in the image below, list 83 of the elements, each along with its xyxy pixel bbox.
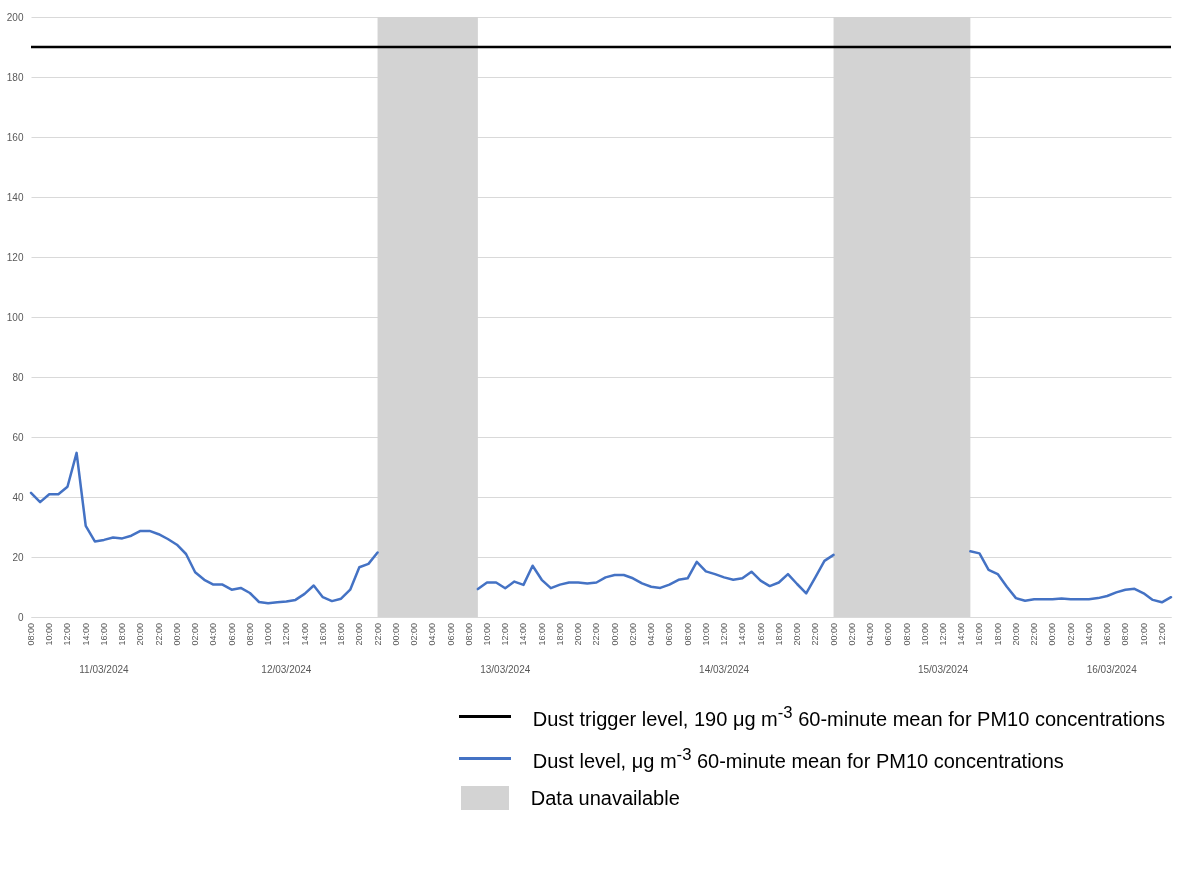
x-tick-label: 00:00 [1047,623,1058,646]
x-tick-label: 16:00 [536,623,547,646]
x-tick-label: 20:00 [135,623,146,646]
x-tick-label: 18:00 [117,623,128,646]
x-tick-label: 16:00 [98,623,109,646]
x-tick-label: 18:00 [554,623,565,646]
x-tick-label: 12:00 [500,623,511,646]
x-tick-label: 10:00 [919,623,930,646]
x-tick-label: 08:00 [901,623,912,646]
x-tick-label: 02:00 [1065,623,1076,646]
legend-label: Data unavailable [530,786,680,810]
x-tick-label: 18:00 [336,623,347,646]
x-tick-label: 14:00 [518,623,529,646]
x-tick-label: 02:00 [409,623,420,646]
x-tick-label: 22:00 [591,623,602,646]
x-tick-label: 08:00 [463,623,474,646]
x-tick-label: 00:00 [609,623,620,646]
x-tick-label: 14:00 [956,623,967,646]
x-tick-label: 00:00 [390,623,401,646]
y-tick-label: 60 [12,431,24,443]
x-tick-label: 02:00 [190,623,201,646]
x-tick-label: 14:00 [737,623,748,646]
text: 15/03/2024 [917,664,969,675]
x-tick-label: 12:00 [938,623,948,646]
x-tick-label: 16:00 [974,623,985,646]
x-tick-label: 04:00 [865,623,876,646]
x-tick-label: 18:00 [773,623,784,646]
text: 14/03/2024 [699,664,750,675]
x-tick-label: 02:00 [627,623,638,646]
y-tick-label: 160 [6,131,24,143]
legend-label: Dust trigger level, 190 μg m$^{-3}$ 60-minute mean for PM10 concentrations [532,703,1165,731]
text: 11/03/2024 [79,664,130,675]
x-tick-label: 06:00 [883,623,894,646]
x-tick-label: 10:00 [44,623,55,646]
y-tick-label: 0 [17,611,24,623]
x-tick-label: 04:00 [427,623,438,646]
x-tick-label: 22:00 [810,623,821,646]
x-tick-label: 22:00 [1029,623,1040,646]
x-tick-label: 10:00 [482,623,492,646]
x-tick-label: 10:00 [263,623,274,646]
text: 13/03/2024 [480,664,531,675]
x-tick-label: 02:00 [846,623,857,646]
y-tick-label: 200 [6,11,24,23]
y-tick-label: 120 [6,251,24,263]
x-tick-label: 06:00 [226,623,237,646]
text: 12/03/2024 [261,664,312,675]
x-tick-label: 14:00 [299,623,310,646]
x-tick-label: 20:00 [573,623,584,646]
x-tick-label: 16:00 [317,623,328,646]
x-tick-label: 04:00 [646,623,657,646]
x-tick-label: 22:00 [372,623,383,646]
x-tick-label: 08:00 [26,623,36,646]
x-tick-label: 08:00 [682,623,693,646]
y-tick-label: 40 [12,491,24,503]
x-tick-label: 04:00 [208,623,219,646]
x-tick-label: 20:00 [354,623,365,646]
x-tick-label: 12:00 [62,623,73,646]
x-tick-label: 08:00 [1120,623,1131,646]
x-tick-label: 12:00 [281,623,292,646]
x-tick-label: 18:00 [992,623,1003,646]
x-tick-label: 00:00 [828,623,839,646]
y-tick-label: 80 [12,371,24,383]
text: 16/03/2024 [1086,664,1138,675]
x-tick-label: 20:00 [792,623,803,646]
x-tick-label: 10:00 [1138,623,1149,646]
x-tick-label: 04:00 [1083,623,1094,646]
y-tick-label: 100 [6,311,24,323]
x-tick-label: 08:00 [244,623,255,646]
x-tick-label: 10:00 [700,623,711,646]
x-tick-label: 20:00 [1010,623,1021,646]
y-tick-label: 20 [12,551,24,563]
x-tick-label: 06:00 [445,623,456,646]
x-tick-label: 12:00 [1156,623,1167,646]
legend-label: Dust level, μg m$^{-3}$ 60-minute mean for PM10 concentrations [532,744,1064,773]
x-tick-label: 16:00 [755,623,766,646]
x-tick-label: 14:00 [80,623,91,646]
y-tick-label: 140 [6,191,24,203]
x-tick-label: 12:00 [719,623,730,646]
x-tick-label: 00:00 [171,623,182,646]
x-tick-label: 22:00 [153,623,164,646]
x-tick-label: 06:00 [664,623,675,646]
y-tick-label: 180 [6,71,24,83]
x-tick-label: 06:00 [1102,623,1113,646]
